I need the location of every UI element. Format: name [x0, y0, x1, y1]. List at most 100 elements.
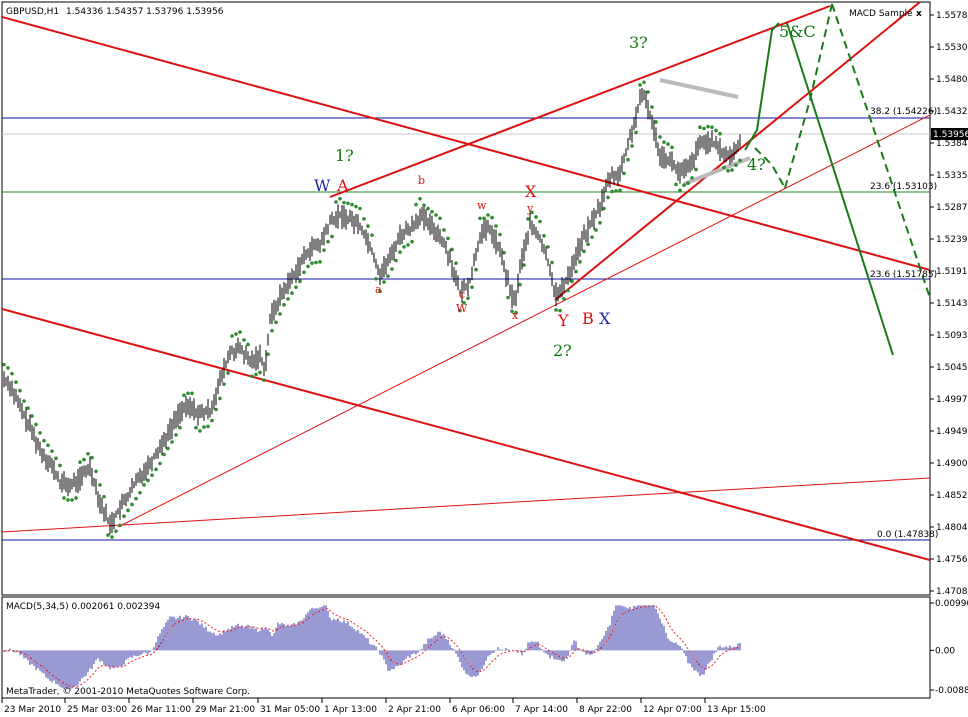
sar-dot: [414, 202, 418, 207]
sar-dot: [254, 372, 258, 377]
wave-label-3: 3?: [629, 33, 648, 52]
price-axis: 1.55780 1.55300 1.54800 1.54325 1.53845 1.533…: [930, 11, 968, 597]
wave-label-Y: Y: [557, 311, 569, 330]
sar-dot: [234, 332, 238, 336]
wave-label-X-blue: X: [599, 309, 611, 328]
sar-dot: [42, 438, 46, 443]
sar-dot: [38, 431, 42, 435]
price-tick-label: 1.51910: [936, 267, 968, 277]
sar-dot: [706, 124, 710, 129]
price-tick-label: 1.49975: [936, 395, 968, 405]
sar-dot: [150, 473, 154, 478]
sar-dot: [98, 483, 102, 487]
time-tick-label: 13 Apr 15:00: [707, 705, 766, 715]
wave-label-X-red: X: [525, 182, 537, 201]
sar-dot: [586, 242, 590, 247]
sar-dot: [326, 239, 330, 244]
sar-dot: [682, 183, 686, 187]
main-plot-border: [1, 1, 931, 596]
wave-label-A: A: [336, 176, 349, 195]
wave-label-4: 4?: [747, 155, 766, 174]
sar-dot: [54, 456, 58, 461]
sar-dot: [286, 297, 290, 301]
sar-dot: [570, 279, 574, 284]
sar-dot: [226, 371, 230, 375]
time-tick-label: 2 Apr 21:00: [388, 705, 441, 715]
sar-dot: [654, 120, 658, 124]
sar-dot: [342, 200, 346, 205]
price-tick-label: 1.55780: [936, 11, 968, 21]
sar-dot: [662, 140, 666, 144]
sar-dot: [302, 270, 306, 275]
sar-dot: [398, 250, 402, 254]
time-tick-label: 29 Mar 21:00: [195, 705, 255, 715]
sar-dot: [506, 295, 510, 300]
green-wave-down: [786, 22, 894, 356]
sar-dot: [290, 291, 294, 295]
price-tick-label: 1.52390: [936, 235, 968, 245]
close-icon[interactable]: x: [916, 9, 922, 19]
price-tick-label: 1.50935: [936, 331, 968, 341]
price-tick-label: 1.54325: [936, 107, 968, 117]
sar-dot: [590, 235, 594, 239]
sar-dot: [374, 276, 378, 281]
sar-dot: [334, 200, 338, 204]
sar-dot: [386, 274, 390, 278]
sar-dot: [246, 342, 250, 347]
sar-dot: [502, 250, 506, 255]
sar-dot: [438, 216, 442, 221]
sar-dot: [726, 168, 730, 173]
sar-dot: [134, 496, 138, 501]
time-tick-label: 6 Apr 06:00: [452, 705, 505, 715]
sar-dot: [514, 310, 518, 315]
sar-dot: [734, 163, 738, 167]
red-thin-trend: [117, 114, 930, 528]
sar-dot: [118, 523, 122, 528]
sar-dot: [394, 258, 398, 263]
sar-dot: [314, 260, 318, 265]
sar-dot: [110, 535, 114, 539]
sar-dot: [62, 496, 66, 500]
green-dash-4: [754, 147, 786, 189]
sar-dot: [638, 83, 642, 87]
sar-dot: [458, 308, 462, 313]
macd-signal-line: [3, 605, 741, 688]
price-tick-label: 1.49495: [936, 427, 968, 437]
copyright-label: MetaTrader, © 2001-2010 MetaQuotes Softw…: [6, 687, 250, 697]
sar-dot: [646, 90, 650, 94]
sar-dot: [86, 451, 90, 456]
quote-label: 1.54336 1.54357 1.53796 1.53956: [66, 7, 224, 17]
sar-dot: [318, 260, 322, 264]
grey-line-lower: [683, 156, 751, 186]
sar-dot: [6, 366, 10, 370]
sar-dot: [526, 217, 530, 221]
time-tick-label: 7 Apr 14:00: [515, 705, 568, 715]
sar-dot: [274, 320, 278, 325]
wave-label-2: 2?: [553, 341, 572, 360]
fib-382-label: 38.2 (1.54226): [870, 107, 937, 117]
wave-label-y: y: [526, 202, 534, 215]
sar-dot: [426, 206, 430, 211]
sar-dot: [282, 302, 286, 307]
sar-dot: [498, 232, 502, 237]
sar-dot: [306, 264, 310, 269]
sar-dot: [422, 203, 426, 208]
sar-dot: [158, 461, 162, 466]
macd-title: MACD(5,34,5) 0.002061 0.002394: [6, 602, 161, 612]
sar-dot: [418, 196, 422, 201]
sar-dot: [454, 261, 458, 265]
sar-dot: [610, 189, 614, 194]
sar-dot: [382, 280, 386, 284]
sar-dot: [546, 245, 550, 249]
sar-dot: [258, 370, 262, 375]
sar-dot: [702, 126, 706, 131]
wave-label-a: a: [375, 283, 382, 296]
sar-dot: [658, 135, 662, 139]
sar-dot: [410, 239, 414, 244]
sar-dot: [490, 215, 494, 220]
price-tick-label: 1.53845: [936, 139, 968, 149]
sar-dot: [710, 125, 714, 129]
sar-dot: [574, 269, 578, 274]
sar-dot: [482, 216, 486, 221]
sar-dot: [538, 219, 542, 224]
